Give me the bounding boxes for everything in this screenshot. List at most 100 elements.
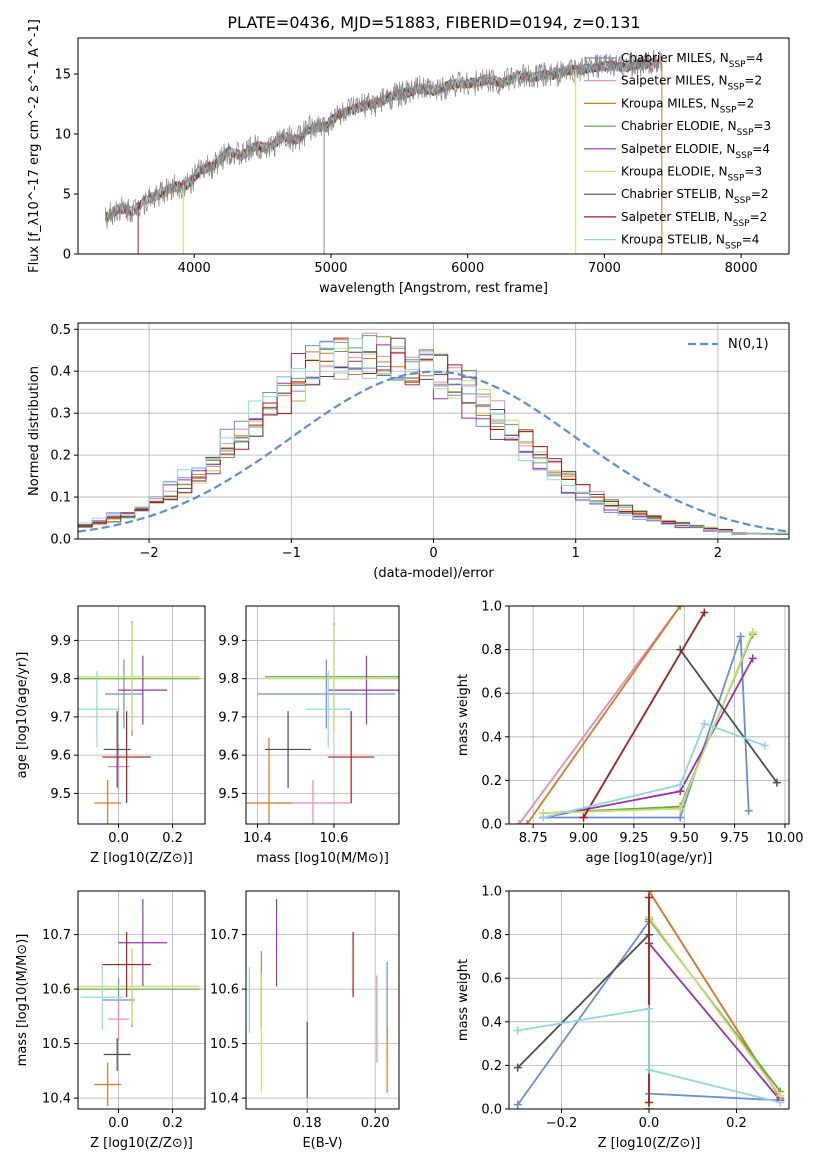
x-axis-label: Z [log10(Z/Z⊙)] xyxy=(90,851,193,866)
legend-subscript: SSP xyxy=(728,83,745,93)
errorbar-plot-area xyxy=(78,621,200,824)
normal-curve xyxy=(78,370,789,533)
y-tick-label: 0.2 xyxy=(481,774,502,789)
x-tick-label: −0.2 xyxy=(546,1116,578,1131)
y-tick-label: 0.1 xyxy=(50,491,71,506)
y-tick-label: 0.3 xyxy=(50,407,71,422)
weight-marker xyxy=(760,741,769,750)
weight-line xyxy=(582,612,706,818)
y-tick-label: 0.8 xyxy=(481,643,502,658)
y-tick-label: 9.5 xyxy=(218,787,239,802)
x-tick-label: 8.75 xyxy=(519,831,548,846)
y-axis-label: Normed distribution xyxy=(27,366,42,496)
weight-marker xyxy=(700,719,709,728)
x-tick-label: 0.2 xyxy=(726,1116,747,1131)
legend-subscript: SSP xyxy=(734,196,751,206)
x-tick-label: 5000 xyxy=(314,261,347,276)
y-tick-label: 10.6 xyxy=(42,983,71,998)
y-tick-label: 10 xyxy=(54,128,71,143)
weight-line xyxy=(543,631,754,814)
errorbar-plot-area xyxy=(246,623,399,824)
x-tick-label: 8000 xyxy=(725,261,758,276)
legend-subscript: SSP xyxy=(728,174,745,184)
x-axis-label: mass [log10(M/M⊙)] xyxy=(256,851,389,866)
y-tick-label: 10.4 xyxy=(210,1092,239,1107)
weight-plot-area xyxy=(515,606,781,824)
residuals-panel: −2 −1 0 1 2 0.0 0.1 0.2 0.3 0.4 0.5 (data-model)/er… xyxy=(27,322,790,581)
weight-marker xyxy=(772,778,781,787)
axes-frame xyxy=(245,890,400,1110)
y-axis-label: Flux [f_λ10^-17 erg cm^-2 s^-1 A^-1] xyxy=(27,19,42,273)
weight-marker xyxy=(645,893,653,902)
x-axis-label: (data-model)/error xyxy=(373,566,494,581)
weight-line xyxy=(517,933,650,1069)
weight-marker xyxy=(523,820,532,824)
x-tick-label: 0.2 xyxy=(162,1116,183,1131)
residual-histogram-step xyxy=(78,337,789,535)
weight-vs-age-panel: 8.75 9.00 9.25 9.50 9.75 10.00 0.0 0.2 0.4 0.6 0.8… xyxy=(456,600,804,867)
legend-value: =3 xyxy=(753,119,771,133)
y-axis-label: mass weight xyxy=(456,674,471,756)
legend-label: N(0,1) xyxy=(728,337,769,352)
axes-frame xyxy=(77,37,790,255)
legend-subscript: SSP xyxy=(735,151,752,161)
y-tick-label: 9.7 xyxy=(218,710,239,725)
x-tick-label: −1 xyxy=(282,546,301,561)
x-tick-label: 0.18 xyxy=(293,1116,322,1131)
weight-marker xyxy=(744,806,753,815)
weight-marker xyxy=(645,1004,653,1013)
x-tick-label: 2 xyxy=(714,546,722,561)
weight-marker xyxy=(736,632,745,641)
x-tick-label: 6000 xyxy=(451,261,484,276)
y-tick-label: 9.9 xyxy=(218,634,239,649)
legend-subscript: SSP xyxy=(729,60,746,70)
axes-frame xyxy=(77,605,206,825)
weight-marker xyxy=(513,1100,522,1109)
weight-line xyxy=(648,916,782,1109)
y-tick-label: 0.0 xyxy=(481,818,502,833)
x-tick-label: 9.75 xyxy=(720,831,749,846)
legend-value: =2 xyxy=(750,210,768,224)
y-tick-label: 10.5 xyxy=(210,1037,239,1052)
y-tick-label: 9.6 xyxy=(218,749,239,764)
weight-marker xyxy=(513,1063,522,1072)
legend-value: =4 xyxy=(746,51,764,65)
weight-marker xyxy=(645,1098,653,1107)
y-tick-label: 9.7 xyxy=(50,710,71,725)
legend-label: Salpeter MILES, NSSP=2 xyxy=(621,74,762,93)
legend-label: Chabrier STELIB, NSSP=2 xyxy=(621,187,769,206)
legend-subscript: SSP xyxy=(737,128,754,138)
legend-subscript: SSP xyxy=(720,105,737,115)
y-tick-label: 0.4 xyxy=(50,365,71,380)
x-tick-label: 0.20 xyxy=(361,1116,390,1131)
figure-title: PLATE=0436, MJD=51883, FIBERID=0194, z=0… xyxy=(227,13,640,32)
x-tick-label: 0.0 xyxy=(108,1116,129,1131)
y-tick-label: 0.8 xyxy=(481,928,502,943)
legend-subscript: SSP xyxy=(725,242,742,252)
errorbar-plot-area xyxy=(248,899,388,1099)
mass-vs-EBV-panel: 0.18 0.20 10.4 10.5 10.6 10.7 E(B-V) xyxy=(210,890,400,1151)
weight-marker xyxy=(645,1065,653,1074)
y-tick-label: 0.2 xyxy=(481,1059,502,1074)
y-tick-label: 0.4 xyxy=(481,1015,502,1030)
y-tick-label: 9.6 xyxy=(50,749,71,764)
weight-plot-area xyxy=(513,891,785,1109)
age-vs-Z-panel: 0.0 0.2 9.5 9.6 9.7 9.8 9.9 Z [log10(Z/Z⊙)] age … xyxy=(15,605,206,866)
y-tick-label: 0.6 xyxy=(481,687,502,702)
x-tick-label: 4000 xyxy=(178,261,211,276)
weight-marker xyxy=(748,628,757,637)
weight-line xyxy=(542,722,766,819)
legend-value: =4 xyxy=(742,233,760,247)
y-tick-label: 10.7 xyxy=(42,928,71,943)
y-tick-label: 15 xyxy=(54,68,71,83)
y-tick-label: 0.6 xyxy=(481,972,502,987)
weight-marker xyxy=(676,780,685,789)
model-spectrum-line xyxy=(106,66,576,223)
weight-line xyxy=(679,649,778,784)
weight-marker xyxy=(579,813,588,822)
spectrum-panel: 4000 5000 6000 7000 8000 0 5 10 15 wavelength [An… xyxy=(27,19,790,296)
x-axis-label: Z [log10(Z/Z⊙)] xyxy=(90,1136,193,1151)
x-tick-label: 1 xyxy=(572,546,580,561)
errorbar-plot-area xyxy=(78,899,200,1107)
weight-line xyxy=(518,606,681,824)
